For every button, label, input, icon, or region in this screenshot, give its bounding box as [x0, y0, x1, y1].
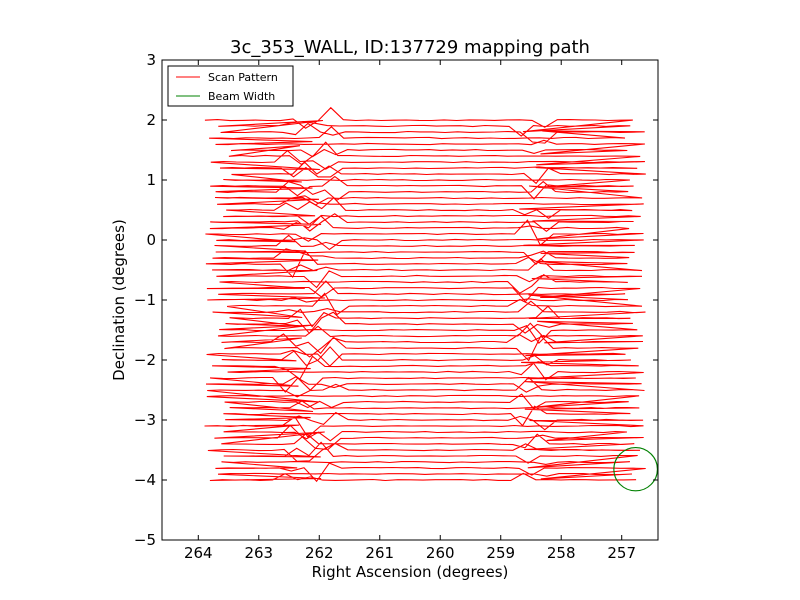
x-tick-label: 261: [365, 544, 394, 562]
x-tick-label: 260: [426, 544, 455, 562]
x-axis-ticks: 264 263 262 261 260 259 258 257: [184, 60, 636, 562]
y-tick-label: −5: [134, 531, 156, 549]
y-tick-label: 1: [146, 171, 156, 189]
x-tick-label: 258: [547, 544, 576, 562]
scan-pattern-series: [204, 106, 646, 483]
y-tick-label: −2: [134, 351, 156, 369]
legend-beam-width-label: Beam Width: [208, 90, 275, 103]
beam-width-circle: [613, 447, 658, 492]
chart-title: 3c_353_WALL, ID:137729 mapping path: [230, 37, 590, 58]
y-tick-label: −3: [134, 411, 156, 429]
y-tick-label: 2: [146, 111, 156, 129]
x-axis-label: Right Ascension (degrees): [312, 563, 509, 581]
y-axis-ticks: 3 2 1 0 −1 −2 −3 −4 −5: [134, 51, 658, 549]
y-tick-label: −4: [134, 471, 156, 489]
legend: Scan Pattern Beam Width: [167, 65, 294, 107]
y-tick-label: 0: [146, 231, 156, 249]
y-tick-label: −1: [134, 291, 156, 309]
y-axis-label: Declination (degrees): [110, 219, 128, 381]
x-tick-label: 259: [486, 544, 515, 562]
x-tick-label: 262: [305, 544, 334, 562]
y-tick-label: 3: [146, 51, 156, 69]
x-tick-label: 257: [607, 544, 636, 562]
beam-width-series: [613, 447, 658, 492]
scan-pattern-line: [204, 106, 646, 483]
x-tick-label: 263: [244, 544, 273, 562]
x-tick-label: 264: [184, 544, 213, 562]
legend-box: [167, 65, 294, 107]
legend-scan-pattern-label: Scan Pattern: [208, 71, 278, 84]
